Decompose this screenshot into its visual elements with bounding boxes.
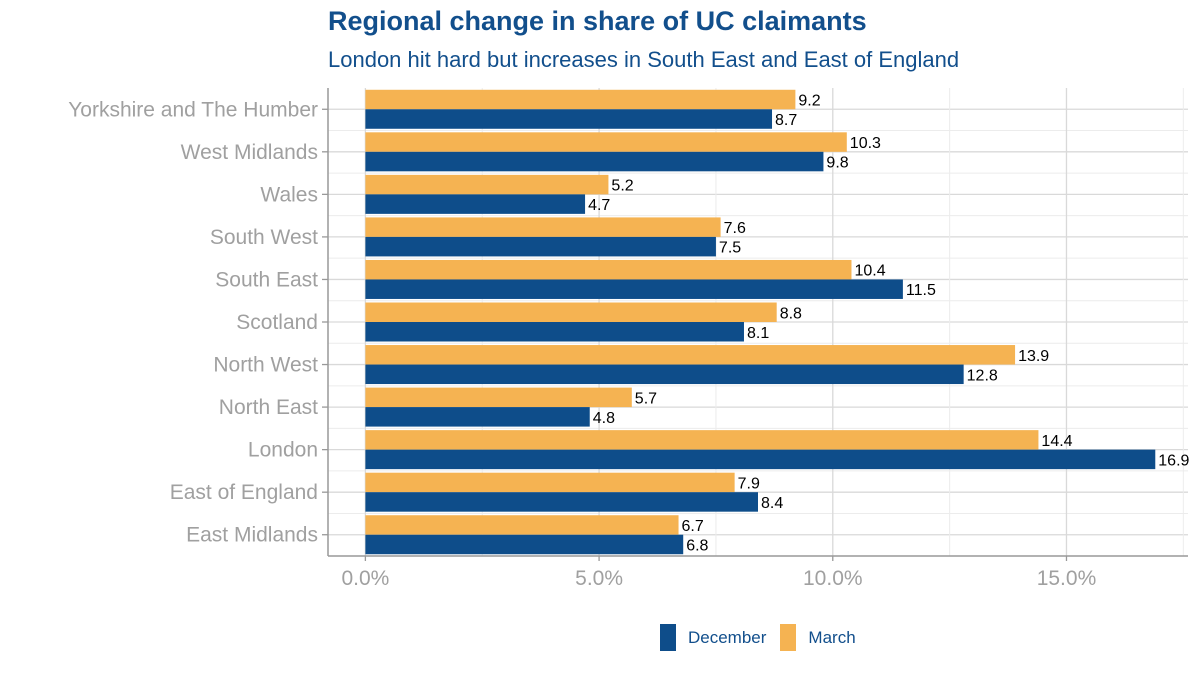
bar <box>365 259 852 280</box>
data-label: 6.8 <box>686 537 708 554</box>
data-label: 4.7 <box>588 197 610 214</box>
bar <box>365 472 735 493</box>
category-label: West Midlands <box>181 141 318 164</box>
category-label: North East <box>219 396 318 419</box>
data-label: 8.7 <box>775 112 797 129</box>
data-label: 11.5 <box>906 282 936 299</box>
bar <box>365 279 903 299</box>
data-label: 10.4 <box>854 263 885 280</box>
bar <box>365 407 590 427</box>
data-label: 5.7 <box>635 390 657 407</box>
data-label: 16.9 <box>1158 452 1189 469</box>
legend-label-december: December <box>688 627 767 647</box>
x-tick-labels: 0.0% 5.0% 10.0% 15.0% <box>341 567 1096 590</box>
data-label: 4.8 <box>593 410 615 427</box>
legend: December March <box>660 624 870 651</box>
data-label: 13.9 <box>1018 348 1049 365</box>
bar <box>365 302 777 322</box>
data-label: 14.4 <box>1041 433 1072 450</box>
category-label: London <box>248 439 318 462</box>
legend-item-december: December <box>660 624 766 651</box>
category-label: Scotland <box>236 311 318 334</box>
bar <box>365 89 796 110</box>
bar <box>365 236 716 257</box>
chart-title: Regional change in share of UC claimants <box>328 6 867 36</box>
bar <box>365 132 847 152</box>
category-label: South West <box>210 226 318 249</box>
category-label: South East <box>215 268 318 291</box>
x-tick-label: 0.0% <box>341 567 389 590</box>
bar <box>365 449 1156 470</box>
category-label: North West <box>213 354 318 377</box>
bar <box>365 194 586 214</box>
bar <box>365 387 632 408</box>
chart-subtitle: London hit hard but increases in South E… <box>328 47 960 72</box>
x-tick-label: 5.0% <box>575 567 623 590</box>
data-label: 7.9 <box>738 475 760 492</box>
data-label: 7.6 <box>724 220 746 237</box>
axes <box>322 88 1188 561</box>
category-labels: Yorkshire and The Humber West Midlands Wal… <box>68 98 318 546</box>
data-label: 5.2 <box>611 178 633 195</box>
bar <box>365 492 758 512</box>
bar <box>365 345 1016 365</box>
legend-swatch-december <box>660 624 676 651</box>
data-label: 8.4 <box>761 495 783 512</box>
data-label: 8.1 <box>747 325 769 342</box>
bar <box>365 534 684 555</box>
category-label: East Midlands <box>186 524 318 547</box>
x-tick-label: 10.0% <box>803 567 863 590</box>
bar <box>365 430 1039 450</box>
bar <box>365 151 824 172</box>
data-label: 8.8 <box>780 305 802 322</box>
bar <box>365 364 964 385</box>
bar <box>365 174 609 195</box>
legend-item-march: March <box>780 624 856 651</box>
data-label: 10.3 <box>850 135 881 152</box>
data-label: 7.5 <box>719 240 741 257</box>
category-label: Wales <box>260 183 318 206</box>
x-tick-label: 15.0% <box>1037 567 1097 590</box>
legend-label-march: March <box>808 627 856 647</box>
data-label: 9.8 <box>826 155 848 172</box>
bar <box>365 515 679 535</box>
category-label: East of England <box>170 481 318 504</box>
data-label: 6.7 <box>682 518 704 535</box>
bar <box>365 109 773 129</box>
bars-group: 9.28.7 10.39.8 5.24.7 7.6 7.5 10.4 11.5 8.8 8.1 1… <box>365 89 1190 555</box>
category-label: Yorkshire and The Humber <box>68 98 318 121</box>
data-label: 9.2 <box>798 93 820 110</box>
data-label: 12.8 <box>967 367 998 384</box>
legend-swatch-march <box>780 624 797 651</box>
bar <box>365 322 744 342</box>
bar <box>365 217 721 237</box>
